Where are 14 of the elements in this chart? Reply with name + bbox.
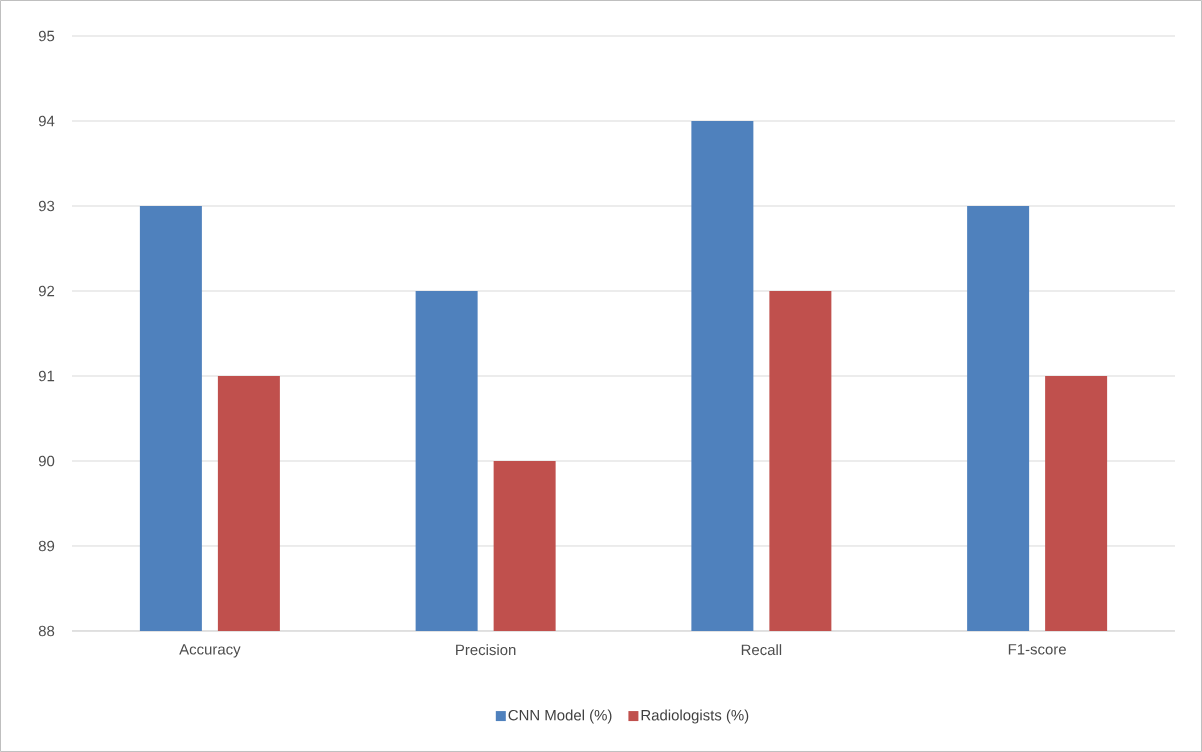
y-tick-label: 92 (38, 285, 55, 297)
x-tick-label: Accuracy (179, 644, 241, 658)
x-tick-label: Precision (456, 644, 516, 656)
y-tick-label: 95 (38, 30, 55, 42)
legend-label: Radiologists (%) (641, 709, 749, 724)
y-tick-label: 94 (38, 115, 55, 127)
y-tick-label: 90 (38, 455, 55, 467)
y-tick-label: 89 (38, 540, 55, 552)
x-tick-label: F1-score (1008, 644, 1066, 655)
y-tick-label: 93 (38, 200, 55, 212)
legend-label: CNN Model (%) (508, 709, 612, 724)
y-tick-label: 88 (38, 625, 55, 637)
y-tick-label: 91 (38, 370, 55, 382)
x-tick-label: Recall (741, 644, 782, 656)
